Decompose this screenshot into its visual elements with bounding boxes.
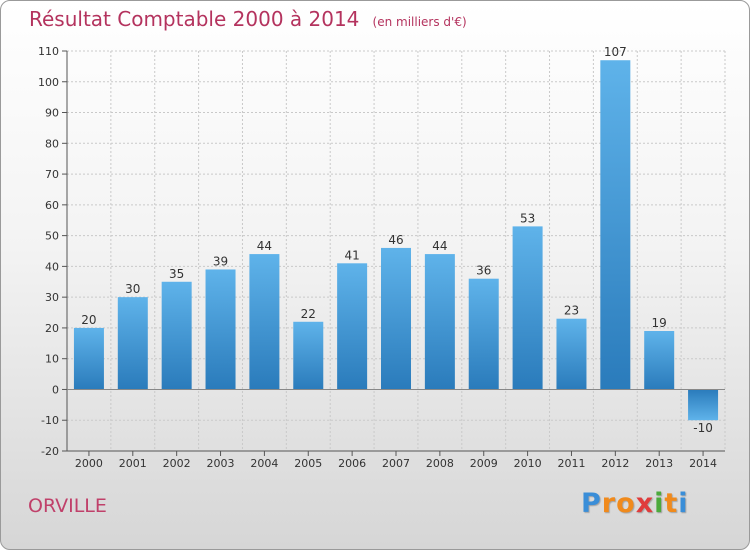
x-tick-label: 2000 (75, 457, 103, 470)
y-tick-label: 20 (45, 322, 59, 335)
y-tick-label: -20 (41, 445, 59, 458)
y-tick-label: 80 (45, 137, 59, 150)
x-tick-label: 2004 (250, 457, 278, 470)
data-label: 30 (125, 282, 140, 296)
logo-letter: i (678, 488, 689, 519)
logo-letter: o (616, 488, 636, 519)
bar-2003 (205, 269, 236, 390)
y-tick-label: 90 (45, 107, 59, 120)
bar-2014 (688, 389, 719, 421)
proxiti-logo: Proxiti (581, 488, 689, 519)
data-label: 44 (432, 239, 447, 253)
x-tick-label: 2003 (207, 457, 235, 470)
bar-2004 (249, 254, 280, 390)
x-tick-label: 2001 (119, 457, 147, 470)
data-label: 53 (520, 211, 535, 225)
y-tick-label: 60 (45, 199, 59, 212)
y-tick-label: -10 (41, 414, 59, 427)
data-label: 19 (652, 316, 667, 330)
chart-title: Résultat Comptable 2000 à 2014 (29, 7, 360, 31)
x-tick-label: 2014 (689, 457, 717, 470)
logo-letter: P (581, 488, 602, 519)
bar-2008 (424, 254, 455, 390)
x-tick-label: 2011 (557, 457, 585, 470)
data-label: 107 (604, 45, 627, 59)
x-tick-label: 2008 (426, 457, 454, 470)
data-label: 41 (344, 248, 359, 262)
bar-2000 (73, 327, 104, 390)
data-label: 44 (257, 239, 272, 253)
y-tick-label: 110 (38, 45, 59, 58)
bar-2005 (293, 321, 324, 390)
y-tick-label: 50 (45, 230, 59, 243)
data-label: 20 (81, 313, 96, 327)
data-label: 39 (213, 254, 228, 268)
x-tick-label: 2009 (470, 457, 498, 470)
bar-2010 (512, 226, 543, 390)
data-label: -10 (693, 421, 713, 435)
bar-2012 (600, 60, 631, 390)
data-label: 23 (564, 304, 579, 318)
logo-letter: r (601, 488, 617, 519)
bar-2001 (117, 297, 148, 390)
y-tick-label: 30 (45, 291, 59, 304)
data-label: 22 (301, 307, 316, 321)
x-tick-label: 2006 (338, 457, 366, 470)
chart-subtitle: (en milliers d'€) (372, 15, 467, 29)
bar-2009 (468, 278, 499, 390)
y-tick-label: 70 (45, 168, 59, 181)
x-tick-label: 2007 (382, 457, 410, 470)
y-tick-label: 10 (45, 353, 59, 366)
y-tick-label: 40 (45, 260, 59, 273)
bar-2007 (381, 247, 411, 390)
bar-2013 (644, 331, 675, 390)
bar-2006 (337, 263, 368, 390)
chart-title-block: Résultat Comptable 2000 à 2014 (en milli… (29, 7, 467, 31)
y-tick-label: 0 (52, 383, 59, 396)
logo-letter: x (635, 488, 655, 519)
logo-letter: i (654, 488, 665, 519)
bar-2002 (161, 281, 192, 390)
x-tick-label: 2005 (294, 457, 322, 470)
data-label: 46 (388, 233, 403, 247)
logo-letter: t (664, 488, 679, 519)
x-tick-label: 2012 (601, 457, 629, 470)
data-label: 35 (169, 267, 184, 281)
commune-name: ORVILLE (28, 495, 107, 517)
x-tick-label: 2013 (645, 457, 673, 470)
data-label: 36 (476, 264, 491, 278)
x-tick-label: 2010 (514, 457, 542, 470)
x-tick-label: 2002 (163, 457, 191, 470)
y-tick-label: 100 (38, 76, 59, 89)
bar-2011 (556, 318, 587, 390)
